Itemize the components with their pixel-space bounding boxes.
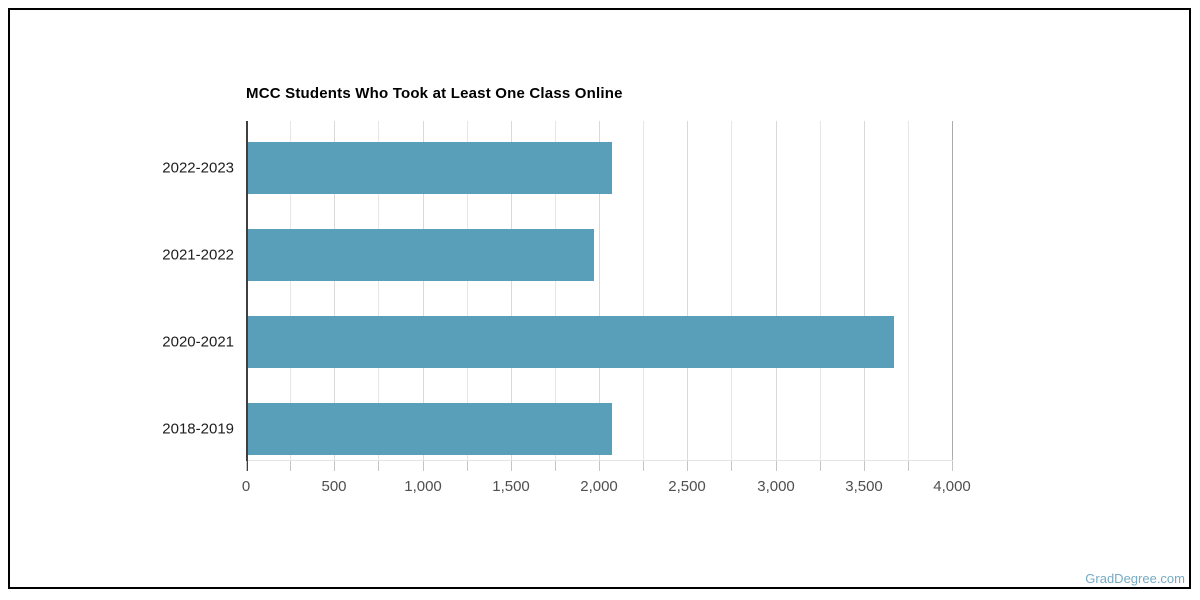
x-tick-1750 xyxy=(555,461,556,471)
x-tick-2250 xyxy=(643,461,644,471)
x-tick-1000 xyxy=(423,461,424,471)
gridline-1000 xyxy=(423,121,424,460)
x-tick-label: 4,000 xyxy=(933,478,971,495)
gridline-2250 xyxy=(643,121,644,460)
x-tick-4000 xyxy=(952,461,953,471)
x-tick-label: 500 xyxy=(321,478,347,495)
gridline-1250 xyxy=(467,121,468,460)
bar-2018-2019 xyxy=(248,403,612,455)
x-tick-3250 xyxy=(820,461,821,471)
y-axis-label: 2020-2021 xyxy=(162,333,234,351)
x-tick-label: 3,500 xyxy=(845,478,883,495)
x-tick-3750 xyxy=(908,461,909,471)
gridline-2750 xyxy=(731,121,732,460)
gridline-1750 xyxy=(555,121,556,460)
y-axis-label: 2022-2023 xyxy=(162,159,234,177)
gridline-3750 xyxy=(908,121,909,460)
x-tick-label: 0 xyxy=(241,478,251,495)
watermark-graddegree: GradDegree.com xyxy=(1085,571,1185,586)
x-tick-500 xyxy=(334,461,335,471)
gridline-3250 xyxy=(820,121,821,460)
gridline-2500 xyxy=(687,121,688,460)
gridline-250 xyxy=(290,121,291,460)
y-axis-label: 2021-2022 xyxy=(162,246,234,264)
x-tick-250 xyxy=(290,461,291,471)
plot-area xyxy=(246,121,953,471)
x-tick-label: 2,500 xyxy=(668,478,706,495)
x-tick-3500 xyxy=(864,461,865,471)
gridline-500 xyxy=(334,121,335,460)
x-tick-1500 xyxy=(511,461,512,471)
x-axis: 0 500 1,000 1,500 2,000 2,500 3,000 3,500 4,000 xyxy=(242,461,1006,501)
gridline-4000 xyxy=(952,121,953,460)
gridline-750 xyxy=(378,121,379,460)
bar-2022-2023 xyxy=(248,142,612,194)
x-tick-2750 xyxy=(731,461,732,471)
x-tick-label: 1,500 xyxy=(492,478,530,495)
chart-title: MCC Students Who Took at Least One Class… xyxy=(246,85,623,102)
x-tick-750 xyxy=(378,461,379,471)
bar-2021-2022 xyxy=(248,229,594,281)
y-axis-label: 2018-2019 xyxy=(162,420,234,438)
y-axis-line xyxy=(246,121,248,471)
y-axis-labels: 2022-2023 2021-2022 2020-2021 2018-2019 xyxy=(0,121,234,461)
x-tick-label: 3,000 xyxy=(757,478,795,495)
x-tick-2000 xyxy=(599,461,600,471)
gridline-1500 xyxy=(511,121,512,460)
gridline-3000 xyxy=(776,121,777,460)
gridline-3500 xyxy=(864,121,865,460)
x-tick-3000 xyxy=(776,461,777,471)
gridline-2000 xyxy=(599,121,600,460)
bar-2020-2021 xyxy=(248,316,894,368)
x-tick-label: 1,000 xyxy=(404,478,442,495)
x-tick-1250 xyxy=(467,461,468,471)
x-tick-0 xyxy=(246,461,247,471)
x-tick-label: 2,000 xyxy=(580,478,618,495)
x-tick-2500 xyxy=(687,461,688,471)
